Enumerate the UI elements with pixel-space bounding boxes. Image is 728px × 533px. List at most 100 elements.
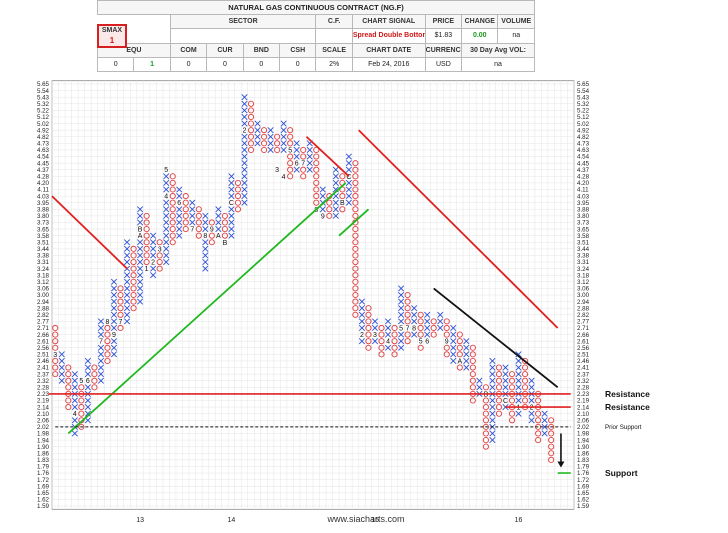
x-box xyxy=(241,113,248,121)
o-box xyxy=(169,212,176,219)
x-stroke xyxy=(267,146,274,153)
y-tick-label-right: 4.92 xyxy=(577,127,590,134)
x-stroke xyxy=(71,397,78,404)
y-tick-label-right: 5.12 xyxy=(577,114,590,121)
o-box xyxy=(469,364,476,371)
x-box xyxy=(228,193,235,200)
o-box xyxy=(365,338,372,345)
chart-signal-label: CHART SIGNAL xyxy=(351,14,426,30)
x-stroke xyxy=(280,140,287,147)
x-stroke xyxy=(189,199,196,206)
o-box xyxy=(130,265,137,272)
x-box xyxy=(398,338,405,345)
o-box xyxy=(391,351,398,358)
x-stroke xyxy=(541,410,548,417)
x-stroke xyxy=(137,265,144,272)
x-stroke xyxy=(424,318,431,325)
x-stroke xyxy=(541,423,548,430)
x-stroke xyxy=(384,344,392,351)
x-stroke xyxy=(489,410,496,417)
o-box xyxy=(130,291,137,299)
x-stroke xyxy=(541,430,548,437)
y-tick-label-left: 4.54 xyxy=(37,154,50,161)
x-box xyxy=(176,226,183,233)
month-marker: 4 xyxy=(164,194,168,201)
o-box xyxy=(443,351,450,358)
x-stroke xyxy=(123,239,131,246)
y-tick-label-right: 4.45 xyxy=(577,160,590,167)
x-box xyxy=(280,140,287,147)
x-box xyxy=(176,206,183,213)
x-stroke xyxy=(241,186,248,193)
x-box xyxy=(150,272,157,279)
x-stroke xyxy=(163,179,170,186)
o-box xyxy=(313,173,320,180)
x-box xyxy=(176,232,183,239)
pnf-marks: 34567897AB123546789ABC23456789BC23457856… xyxy=(52,94,555,463)
y-tick-label-left: 2.46 xyxy=(37,358,50,365)
y-tick-label-left: 2.51 xyxy=(37,352,50,359)
y-tick-label-left: 2.94 xyxy=(37,299,50,306)
o-box xyxy=(482,404,489,411)
o-box xyxy=(508,377,516,384)
csh-label: CSH xyxy=(279,42,317,58)
o-box xyxy=(52,338,59,345)
x-stroke xyxy=(202,239,209,246)
change-value: 0.00 xyxy=(461,28,499,44)
x-stroke xyxy=(163,219,170,226)
x-box xyxy=(84,364,91,371)
y-tick-label-right: 3.44 xyxy=(577,246,590,253)
x-box xyxy=(241,94,248,101)
x-year-label: 14 xyxy=(228,517,236,524)
x-stroke xyxy=(358,324,365,332)
y-tick-label-left: 2.19 xyxy=(37,398,50,405)
x-stroke xyxy=(332,166,339,173)
x-box xyxy=(71,377,78,384)
x-box xyxy=(58,357,65,364)
x-box xyxy=(280,120,287,127)
o-box xyxy=(352,272,359,279)
o-box xyxy=(169,199,176,206)
o-box xyxy=(234,186,242,193)
x-stroke xyxy=(97,324,104,332)
x-box xyxy=(137,278,144,285)
x-box xyxy=(502,384,509,391)
x-stroke xyxy=(450,351,457,358)
y-tick-label-left: 1.65 xyxy=(37,490,50,497)
o-box xyxy=(548,456,555,463)
o-box xyxy=(548,443,555,450)
o-box xyxy=(313,179,320,186)
x-stroke xyxy=(489,371,496,378)
month-marker: 7 xyxy=(406,325,410,332)
o-box xyxy=(482,443,489,450)
x-stroke xyxy=(528,377,535,384)
o-box xyxy=(182,226,189,233)
x-stroke xyxy=(163,186,170,193)
o-box xyxy=(78,410,85,417)
x-stroke xyxy=(84,397,91,404)
x-stroke xyxy=(176,232,183,239)
x-box xyxy=(123,305,131,312)
price-value: $1.83 xyxy=(424,28,463,44)
x-box xyxy=(398,298,405,305)
x-box xyxy=(358,311,365,318)
x-box xyxy=(332,179,339,186)
y-tick-label-right: 4.20 xyxy=(577,180,590,187)
x-box xyxy=(202,265,209,272)
o-box xyxy=(247,107,255,114)
o-box xyxy=(287,140,294,147)
x-box xyxy=(528,417,535,424)
y-tick-label-right: 3.06 xyxy=(577,286,590,293)
x-stroke xyxy=(398,285,405,292)
o-box xyxy=(352,291,359,299)
x-box xyxy=(398,305,405,312)
o-box xyxy=(234,199,242,206)
x-stroke xyxy=(358,338,365,345)
x-stroke xyxy=(176,226,183,233)
o-box xyxy=(352,166,359,173)
y-tick-label-right: 1.76 xyxy=(577,470,590,477)
y-tick-label-left: 3.58 xyxy=(37,233,50,240)
o-box xyxy=(52,324,59,332)
o-box xyxy=(391,324,398,332)
x-box xyxy=(137,239,144,246)
